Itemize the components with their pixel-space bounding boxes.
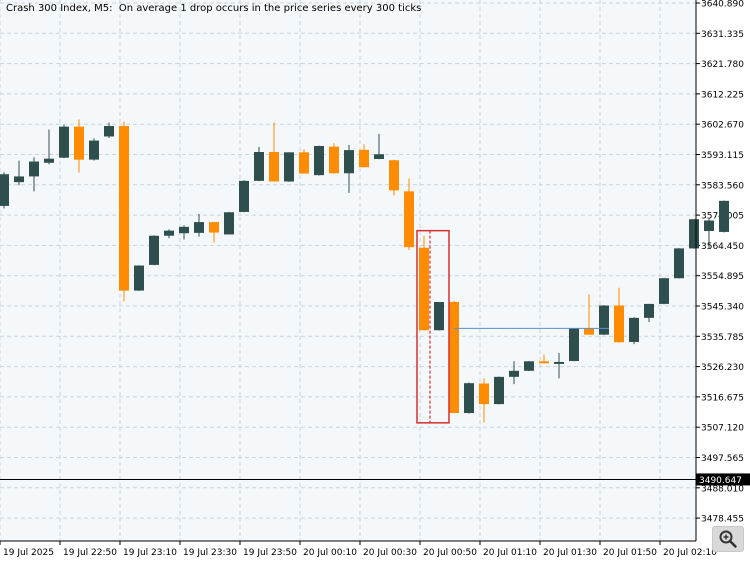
- chart-header: Crash 300 Index, M5: On average 1 drop o…: [6, 3, 421, 14]
- y-tick-label: 3564.450: [701, 242, 744, 252]
- y-tick-label: 3516.675: [701, 393, 744, 403]
- candle-body-bullish: [719, 200, 729, 232]
- x-tick-label: 19 Jul 23:50: [243, 548, 297, 558]
- y-tick-label: 3497.565: [701, 454, 744, 464]
- candle-body-bullish: [194, 222, 204, 233]
- candle-body-bullish: [104, 126, 114, 137]
- plot-area: [0, 0, 696, 541]
- x-tick-label: 20 Jul 00:10: [303, 548, 357, 558]
- candle-body-bullish: [524, 361, 534, 371]
- candle-body-bullish: [509, 370, 519, 377]
- zoom-button[interactable]: [712, 526, 744, 552]
- candle-body-bullish: [629, 317, 639, 342]
- y-tick-label: 3593.115: [701, 151, 744, 161]
- y-tick-label: 3507.120: [701, 424, 744, 434]
- candle-body-bullish: [284, 152, 294, 182]
- current-price-badge: [696, 473, 750, 486]
- candle-body-bearish: [209, 222, 219, 233]
- candle-body-bearish: [584, 328, 594, 335]
- candle-body-bullish: [434, 302, 444, 331]
- candle-body-bullish: [29, 161, 39, 177]
- y-tick-label: 3621.780: [701, 60, 744, 70]
- candle-body-bearish: [269, 152, 279, 182]
- candle-body-bullish: [464, 383, 474, 413]
- candle-body-bullish: [149, 235, 159, 265]
- y-tick-label: 3640.890: [701, 0, 744, 10]
- y-tick-label: 3545.340: [701, 303, 744, 313]
- candle-body-bearish: [359, 149, 369, 168]
- x-tick-label: 20 Jul 01:10: [483, 548, 537, 558]
- y-tick-label: 3583.560: [701, 181, 744, 191]
- candle-body-bearish: [329, 146, 339, 174]
- candle-body-bullish: [89, 140, 99, 160]
- x-tick-label: 19 Jul 2025: [3, 548, 54, 558]
- candle-body-bearish: [614, 305, 624, 343]
- x-tick-label: 20 Jul 01:30: [543, 548, 597, 558]
- candle-body-bullish: [599, 305, 609, 335]
- symbol-label: Crash 300 Index, M5:: [6, 3, 113, 14]
- x-tick-label: 20 Jul 01:50: [603, 548, 657, 558]
- x-tick-label: 19 Jul 23:10: [123, 548, 177, 558]
- x-tick-label: 20 Jul 00:50: [423, 548, 477, 558]
- candle-body-bullish: [59, 126, 69, 158]
- candle-body-bullish: [554, 361, 564, 364]
- y-tick-label: 3478.455: [701, 515, 744, 525]
- candle-body-bearish: [389, 160, 399, 191]
- candle-body-bullish: [374, 154, 384, 159]
- candle-body-bullish: [344, 150, 354, 174]
- x-tick-label: 20 Jul 00:30: [363, 548, 417, 558]
- zoom-in-magnifier-icon: [719, 530, 737, 548]
- chart-note: On average 1 drop occurs in the price se…: [118, 3, 422, 14]
- y-tick-label: 3488.010: [701, 484, 744, 494]
- x-tick-label: 20 Jul 02:10: [663, 548, 717, 558]
- candle-body-bearish: [119, 126, 129, 291]
- candle-body-bearish: [449, 302, 459, 413]
- candle-body-bullish: [179, 226, 189, 234]
- candle-body-bullish: [254, 152, 264, 181]
- y-tick-label: 3602.670: [701, 121, 744, 131]
- y-tick-label: 3554.895: [701, 272, 744, 282]
- candle-body-bullish: [494, 376, 504, 405]
- candle-body-bullish: [239, 180, 249, 212]
- candle-body-bullish: [134, 265, 144, 291]
- candle-body-bullish: [164, 230, 174, 236]
- candle-body-bullish: [689, 219, 699, 249]
- candle-body-bearish: [74, 126, 84, 160]
- candle-body-bearish: [404, 191, 414, 248]
- candle-body-bullish: [14, 176, 24, 183]
- x-tick-label: 19 Jul 23:30: [183, 548, 237, 558]
- x-tick-label: 19 Jul 22:50: [63, 548, 117, 558]
- candle-body-bearish: [539, 361, 549, 364]
- candle-body-bearish: [479, 383, 489, 405]
- y-tick-label: 3535.785: [701, 333, 744, 343]
- candle-body-bullish: [704, 220, 714, 231]
- current-price-label: 3490.647: [699, 476, 742, 486]
- candle-body-bullish: [659, 278, 669, 304]
- candle-body-bullish: [0, 174, 9, 206]
- candle-body-bullish: [314, 145, 324, 176]
- candle-body-bullish: [569, 328, 579, 361]
- y-tick-label: 3631.335: [701, 30, 744, 40]
- candle-body-bullish: [674, 248, 684, 279]
- candle-body-bullish: [224, 212, 234, 235]
- candle-body-bullish: [644, 303, 654, 318]
- candle-body-bullish: [44, 158, 54, 163]
- candle-body-bearish: [419, 247, 429, 331]
- y-tick-label: 3526.230: [701, 363, 744, 373]
- y-tick-label: 3612.225: [701, 90, 744, 100]
- candle-body-bearish: [299, 152, 309, 174]
- highlight-box: [416, 229, 450, 424]
